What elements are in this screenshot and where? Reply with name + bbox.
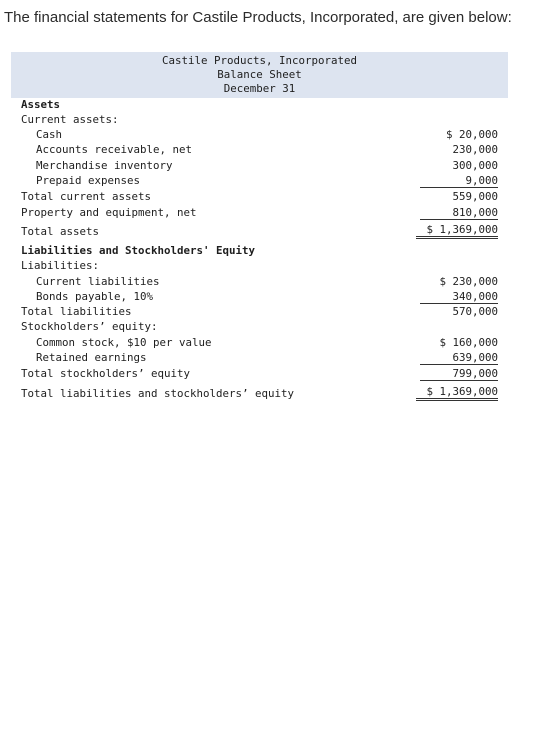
current-liabilities-label: Current liabilities: [36, 275, 160, 288]
inventory-amount: 300,000: [452, 159, 498, 172]
total-liabilities-equity-label: Total liabilities and stockholders’ equi…: [21, 387, 294, 400]
retained-earnings-label: Retained earnings: [36, 351, 147, 364]
cash-amount: $ 20,000: [446, 128, 498, 141]
liabilities-heading: Liabilities:: [21, 259, 99, 272]
bonds-amount: 340,000: [420, 290, 498, 304]
balance-sheet: Castile Products, Incorporated Balance S…: [11, 52, 508, 410]
prepaid-amount: 9,000: [420, 174, 498, 188]
company-name: Castile Products, Incorporated: [11, 54, 508, 67]
equity-heading: Stockholders’ equity:: [21, 320, 158, 333]
total-equity-label: Total stockholders’ equity: [21, 367, 190, 380]
total-assets-label: Total assets: [21, 225, 99, 238]
total-assets-amount: $ 1,369,000: [416, 223, 498, 239]
total-liabilities-amount: 570,000: [452, 305, 498, 318]
total-liabilities-label: Total liabilities: [21, 305, 132, 318]
total-liabilities-equity-amount: $ 1,369,000: [416, 385, 498, 401]
liabilities-equity-heading: Liabilities and Stockholders' Equity: [21, 244, 255, 257]
current-liabilities-amount: $ 230,000: [439, 275, 498, 288]
cash-label: Cash: [36, 128, 62, 141]
ppe-amount: 810,000: [420, 206, 498, 220]
statement-header: Castile Products, Incorporated Balance S…: [11, 52, 508, 98]
intro-text: The financial statements for Castile Pro…: [4, 9, 512, 26]
common-stock-amount: $ 160,000: [439, 336, 498, 349]
bonds-label: Bonds payable, 10%: [36, 290, 153, 303]
statement-date: December 31: [11, 82, 508, 95]
total-current-assets-amount: 559,000: [452, 190, 498, 203]
total-current-assets-label: Total current assets: [21, 190, 151, 203]
common-stock-label: Common stock, $10 per value: [36, 336, 212, 349]
statement-title: Balance Sheet: [11, 68, 508, 81]
ar-amount: 230,000: [452, 143, 498, 156]
ppe-label: Property and equipment, net: [21, 206, 197, 219]
inventory-label: Merchandise inventory: [36, 159, 173, 172]
ar-label: Accounts receivable, net: [36, 143, 192, 156]
current-assets-heading: Current assets:: [21, 113, 119, 126]
retained-earnings-amount: 639,000: [420, 351, 498, 365]
total-equity-amount: 799,000: [420, 367, 498, 381]
assets-heading: Assets: [21, 98, 60, 111]
prepaid-label: Prepaid expenses: [36, 174, 140, 187]
